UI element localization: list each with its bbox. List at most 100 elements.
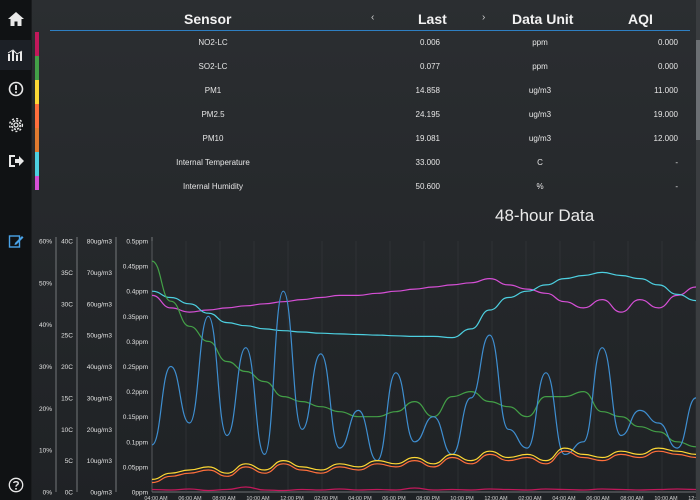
x-tick-label: 08:00 AM — [212, 496, 236, 500]
pm10-color-strip — [35, 128, 39, 152]
header-last[interactable]: Last — [418, 11, 447, 27]
table-header: Sensor Last Data Unit AQI — [40, 8, 700, 30]
y-tick-label: 40C — [61, 239, 73, 246]
y-tick-label: 0.5ppm — [126, 239, 148, 246]
header-sensor[interactable]: Sensor — [184, 11, 232, 27]
row-sensor: PM1 — [204, 86, 222, 95]
series-line[interactable] — [151, 290, 697, 462]
row-sensor: Internal Temperature — [176, 158, 250, 167]
row-last: 50.600 — [415, 182, 440, 191]
series-line[interactable] — [151, 486, 697, 492]
row-last: 33.000 — [415, 158, 440, 167]
y-tick-label: 0C — [65, 490, 74, 497]
row-aqi: - — [675, 158, 678, 167]
scrollbar-thumb[interactable] — [696, 40, 700, 140]
logout-icon[interactable] — [0, 146, 31, 176]
y-tick-label: 30% — [39, 364, 52, 371]
row-aqi: 19.000 — [653, 110, 678, 119]
table-row[interactable]: NO2-LC 0.006 ppm 0.000 — [40, 32, 700, 52]
y-tick-label: 0.15ppm — [123, 414, 148, 421]
y-tick-label: 20C — [61, 364, 73, 371]
row-aqi: 11.000 — [654, 86, 678, 95]
y-tick-label: 0ug/m3 — [90, 490, 112, 497]
row-aqi: 12.000 — [653, 134, 678, 143]
y-tick-label: 60ug/m3 — [87, 301, 113, 308]
help-icon[interactable] — [0, 470, 31, 500]
table-row[interactable]: Internal Humidity 50.600 % - — [40, 176, 700, 196]
pm1-color-strip — [35, 80, 39, 104]
table-row[interactable]: SO2-LC 0.077 ppm 0.000 — [40, 56, 700, 76]
series-line[interactable] — [151, 450, 697, 484]
x-tick-label: 12:00 PM — [688, 496, 700, 500]
y-tick-label: 5C — [65, 458, 74, 465]
next-arrow-icon[interactable]: › — [482, 12, 486, 23]
y-tick-label: 20% — [39, 406, 52, 413]
x-tick-label: 02:00 PM — [314, 496, 338, 500]
humidity-color-strip — [35, 176, 39, 190]
series-line[interactable] — [151, 260, 697, 448]
x-tick-label: 10:00 PM — [450, 496, 474, 500]
y-tick-label: 0.4ppm — [126, 289, 148, 296]
row-aqi: - — [675, 182, 678, 191]
row-sensor: SO2-LC — [198, 62, 228, 71]
home-icon[interactable] — [0, 4, 31, 34]
y-tick-label: 70ug/m3 — [87, 270, 113, 277]
table-row[interactable]: PM10 19.081 ug/m3 12.000 — [40, 128, 700, 148]
row-last: 24.195 — [415, 110, 440, 119]
x-tick-label: 02:00 AM — [518, 496, 542, 500]
row-sensor: PM2.5 — [201, 110, 225, 119]
row-unit: C — [537, 158, 543, 167]
y-tick-label: 0ppm — [132, 490, 148, 497]
y-tick-label: 0.45ppm — [123, 264, 148, 271]
row-sensor: NO2-LC — [198, 38, 228, 47]
temperature-color-strip — [35, 152, 39, 176]
row-last: 0.077 — [419, 62, 440, 71]
table-row[interactable]: PM2.5 24.195 ug/m3 19.000 — [40, 104, 700, 124]
row-unit: ppm — [532, 62, 548, 71]
y-tick-label: 30C — [61, 301, 73, 308]
pm25-color-strip — [35, 104, 39, 128]
row-sensor: Internal Humidity — [182, 182, 244, 191]
y-tick-label: 40ug/m3 — [87, 364, 113, 371]
y-tick-label: 35C — [61, 270, 73, 277]
alert-icon[interactable] — [0, 74, 31, 104]
prev-arrow-icon[interactable]: ‹ — [371, 12, 375, 23]
row-unit: ug/m3 — [528, 86, 552, 95]
row-last: 0.006 — [419, 38, 440, 47]
edit-icon[interactable] — [0, 226, 31, 256]
table-row[interactable]: Internal Temperature 33.000 C - — [40, 152, 700, 172]
y-tick-label: 80ug/m3 — [87, 239, 113, 246]
y-tick-label: 60% — [39, 239, 52, 246]
x-tick-label: 04:00 AM — [144, 496, 168, 500]
row-aqi: 0.000 — [657, 38, 678, 47]
y-tick-label: 0.05ppm — [123, 464, 148, 471]
x-tick-label: 06:00 AM — [178, 496, 202, 500]
x-tick-label: 04:00 AM — [552, 496, 576, 500]
y-tick-label: 0.2ppm — [126, 389, 148, 396]
y-tick-label: 10ug/m3 — [87, 458, 113, 465]
row-aqi: 0.000 — [657, 62, 678, 71]
header-aqi[interactable]: AQI — [628, 11, 653, 27]
table-row[interactable]: PM1 14.858 ug/m3 11.000 — [40, 80, 700, 100]
x-tick-label: 10:00 AM — [246, 496, 270, 500]
series-line[interactable] — [151, 447, 697, 480]
chart-title: 48-hour Data — [495, 206, 595, 225]
gear-icon[interactable] — [0, 110, 31, 140]
y-tick-label: 0.25ppm — [123, 364, 148, 371]
header-unit[interactable]: Data Unit — [512, 11, 574, 27]
y-tick-label: 30ug/m3 — [87, 395, 113, 402]
x-tick-label: 08:00 PM — [416, 496, 440, 500]
chart-icon[interactable] — [0, 40, 31, 70]
y-tick-label: 0.3ppm — [126, 339, 148, 346]
series-line[interactable] — [151, 278, 697, 313]
row-unit: % — [536, 182, 544, 191]
y-tick-label: 15C — [61, 395, 73, 402]
scrollbar[interactable] — [696, 0, 700, 500]
header-divider — [50, 30, 690, 31]
x-tick-label: 06:00 AM — [586, 496, 610, 500]
y-tick-label: 40% — [39, 322, 52, 329]
x-tick-label: 12:00 AM — [484, 496, 508, 500]
series-line[interactable] — [151, 271, 697, 339]
